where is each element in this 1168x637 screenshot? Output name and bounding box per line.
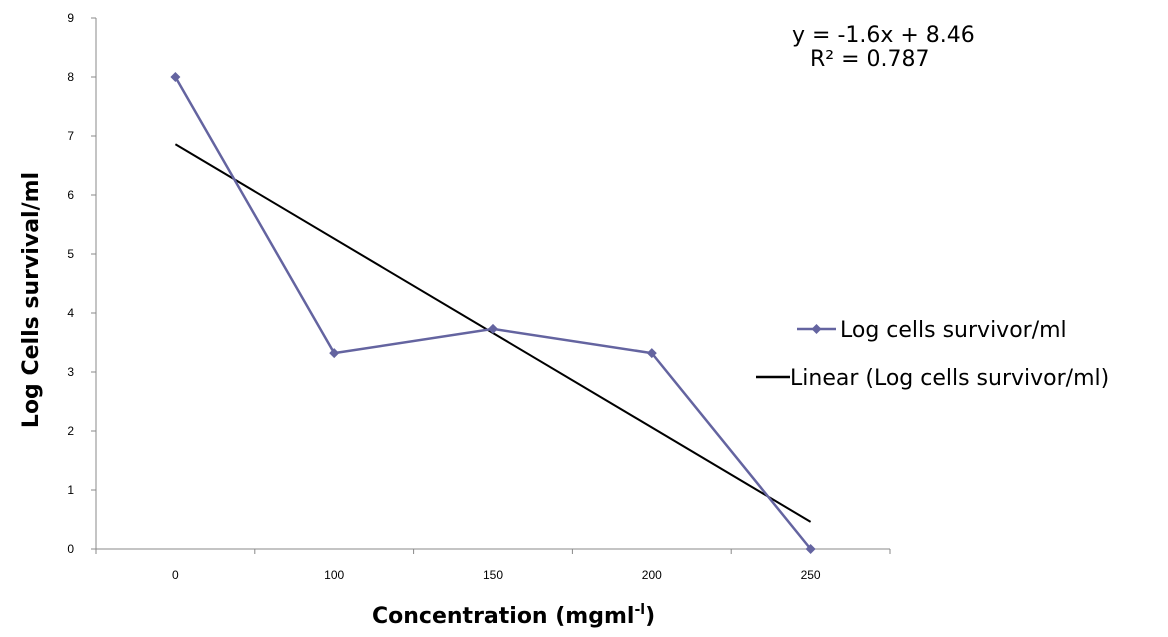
trendline-r-squared: R² = 0.787 <box>810 47 930 72</box>
series-line <box>174 76 812 550</box>
trendline-equation: y = -1.6x + 8.46 <box>792 23 975 48</box>
x-axis-title-main: Concentration (mgml <box>372 604 634 629</box>
x-tick-label: 200 <box>642 568 662 582</box>
y-tick-label: 0 <box>67 542 74 556</box>
x-ticks: 0 100 150 200 250 <box>95 549 891 582</box>
x-tick-label: 150 <box>483 568 503 582</box>
y-tick-label: 7 <box>67 129 74 143</box>
x-tick-label: 100 <box>324 568 344 582</box>
data-point <box>488 323 498 334</box>
x-axis-title: Concentration (mgml-l) <box>372 602 655 629</box>
legend-series-label: Log cells survivor/ml <box>840 318 1067 343</box>
series-layer <box>170 72 816 554</box>
y-tick-label: 2 <box>67 424 74 438</box>
data-point <box>646 348 657 359</box>
y-tick-label: 1 <box>67 483 74 497</box>
legend: Log cells survivor/ml Linear (Log cells … <box>756 318 1109 391</box>
data-point <box>170 72 181 82</box>
y-tick-label: 4 <box>67 306 74 320</box>
data-point <box>805 544 816 554</box>
y-ticks: 0 1 2 3 4 5 6 7 8 9 <box>67 11 96 556</box>
y-tick-label: 8 <box>67 70 74 84</box>
y-tick-label: 3 <box>67 365 74 379</box>
legend-trendline-label: Linear (Log cells survivor/ml) <box>790 366 1109 391</box>
x-tick-label: 250 <box>801 568 821 582</box>
y-tick-label: 9 <box>67 11 74 25</box>
y-axis-title: Log Cells survival/ml <box>19 172 44 428</box>
y-tick-label: 6 <box>67 188 74 202</box>
data-point <box>329 348 340 359</box>
axes <box>95 18 890 550</box>
y-tick-label: 5 <box>67 247 74 261</box>
x-tick-label: 0 <box>172 568 179 582</box>
legend-series-marker <box>811 324 822 334</box>
x-axis-title-end: ) <box>645 604 655 629</box>
x-axis-title-sup: -l <box>634 602 645 618</box>
